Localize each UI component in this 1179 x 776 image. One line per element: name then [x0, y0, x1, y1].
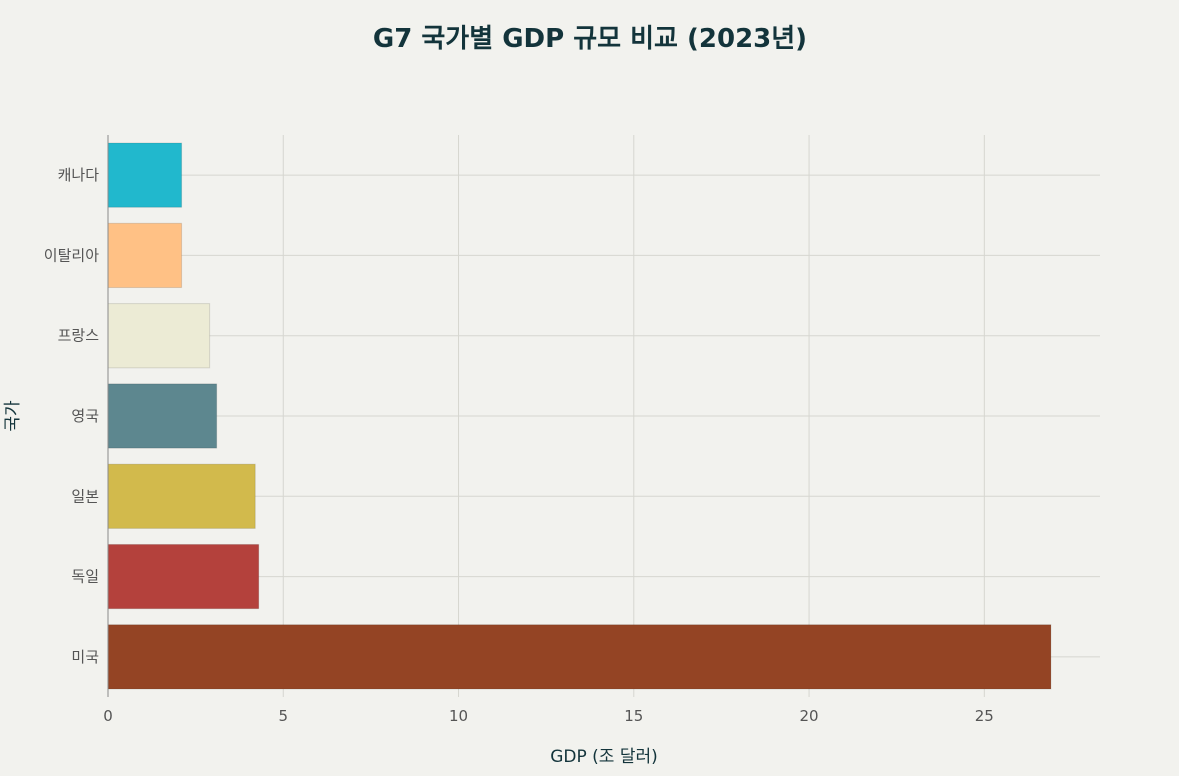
bar: [107, 624, 1052, 690]
y-tick-label: 캐나다: [58, 166, 100, 184]
x-tick-label: 25: [975, 707, 994, 725]
y-tick-label: 독일: [71, 568, 99, 586]
bar: [107, 383, 218, 449]
x-tick-label: 0: [103, 707, 113, 725]
y-tick-label: 이탈리아: [44, 246, 99, 264]
y-tick-label: 프랑스: [58, 327, 100, 345]
x-tick-label: 15: [624, 707, 643, 725]
bars: [107, 142, 1052, 690]
bar: [107, 142, 183, 208]
bar: [107, 222, 183, 289]
y-tick-label: 영국: [71, 407, 99, 425]
x-tick-label: 10: [449, 707, 468, 725]
bar: [107, 303, 211, 369]
y-tick-label: 일본: [71, 487, 99, 505]
y-axis-title: 국가: [3, 400, 23, 432]
bar: [107, 463, 256, 529]
grid: [108, 135, 1100, 697]
y-tick-label: 미국: [71, 648, 99, 666]
x-axis-title: GDP (조 달러): [550, 747, 658, 767]
bar: [107, 543, 260, 610]
x-axis-ticks: 0 5 10 15 20 25: [103, 707, 994, 725]
x-tick-label: 5: [278, 707, 288, 725]
x-tick-label: 20: [800, 707, 819, 725]
chart-title: G7 국가별 GDP 규모 비교 (2023년): [373, 24, 807, 54]
